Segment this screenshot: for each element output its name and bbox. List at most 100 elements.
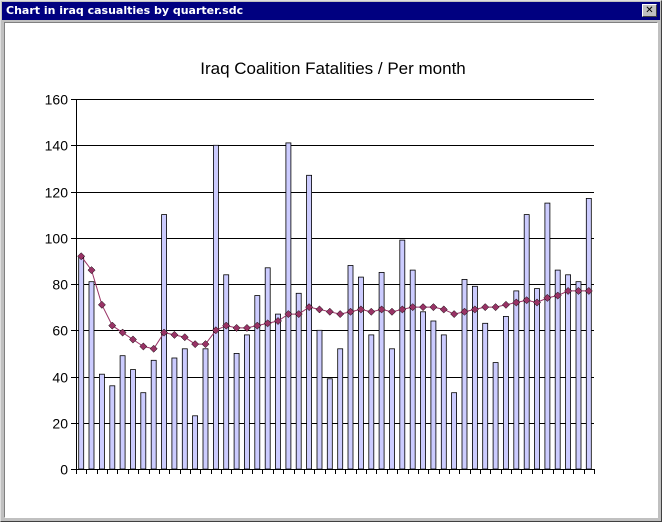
- average-point: [543, 293, 552, 302]
- bar: [119, 355, 126, 470]
- average-point: [398, 305, 407, 314]
- y-tick-label: 20: [52, 416, 68, 432]
- bar: [409, 269, 416, 470]
- y-tick-label: 80: [52, 277, 68, 293]
- average-point: [356, 305, 365, 314]
- bar: [306, 174, 313, 470]
- average-point: [408, 303, 417, 312]
- average-point: [139, 342, 148, 351]
- bar: [130, 369, 136, 470]
- bar: [275, 313, 281, 470]
- chart-svg: Iraq Coalition Fatalities / Per month 0 2…: [45, 59, 595, 478]
- bar: [585, 197, 592, 470]
- bar: [534, 288, 540, 470]
- bar: [399, 239, 406, 470]
- bar: [285, 142, 292, 470]
- average-point: [419, 303, 428, 312]
- average-point: [274, 317, 282, 325]
- bar: [243, 334, 250, 470]
- average-point: [97, 300, 106, 309]
- bar: [440, 334, 447, 470]
- chart-title: Iraq Coalition Fatalities / Per month: [200, 59, 466, 78]
- average-point: [305, 303, 314, 312]
- average-point: [294, 310, 303, 319]
- bar: [347, 265, 354, 470]
- bar: [99, 373, 105, 470]
- bar: [389, 348, 395, 470]
- average-point: [512, 298, 521, 307]
- y-tick-label: 120: [45, 185, 69, 201]
- y-tick-label: 0: [60, 462, 68, 478]
- y-tick-label: 100: [45, 231, 69, 247]
- bar: [316, 329, 323, 470]
- y-tick-label: 140: [45, 138, 69, 154]
- average-point: [336, 310, 345, 319]
- bar: [192, 415, 199, 470]
- average-point: [149, 344, 158, 353]
- average-point: [522, 296, 531, 305]
- bar: [430, 320, 437, 470]
- bar: [337, 348, 344, 470]
- y-tick-label: 60: [52, 323, 68, 339]
- window-title: Chart in iraq casualties by quarter.sdc: [6, 4, 244, 17]
- average-point: [211, 326, 220, 335]
- bar: [378, 271, 385, 470]
- bar: [420, 311, 427, 470]
- average-point: [491, 303, 500, 312]
- title-bar[interactable]: Chart in iraq casualties by quarter.sdc …: [2, 2, 660, 20]
- y-tick-label: 40: [52, 370, 68, 386]
- bar: [471, 285, 478, 470]
- average-point: [191, 340, 200, 349]
- average-point: [460, 307, 469, 316]
- average-point: [450, 310, 459, 319]
- bar: [223, 274, 230, 470]
- average-point: [108, 321, 117, 330]
- bar: [482, 322, 489, 470]
- bar: [368, 334, 375, 470]
- average-point: [501, 300, 510, 309]
- bar: [233, 352, 240, 470]
- bar: [202, 348, 209, 470]
- average-point: [439, 305, 448, 314]
- average-point: [481, 303, 490, 312]
- average-point: [180, 333, 189, 342]
- bar: [502, 315, 509, 470]
- average-point: [201, 340, 210, 349]
- bar: [492, 362, 499, 470]
- average-point: [346, 307, 355, 316]
- average-point: [574, 286, 583, 295]
- average-point: [325, 307, 334, 316]
- bar: [264, 267, 271, 470]
- close-button[interactable]: ✕: [642, 4, 657, 17]
- bar: [254, 295, 261, 470]
- average-point: [315, 305, 324, 314]
- average-point: [222, 321, 231, 330]
- bar: [88, 281, 95, 470]
- average-point: [388, 307, 396, 316]
- average-point: [584, 286, 593, 295]
- average-point: [564, 286, 573, 295]
- bar: [326, 378, 333, 470]
- bar: [171, 357, 178, 470]
- bar: [295, 292, 302, 470]
- average-point: [160, 328, 169, 337]
- bar: [212, 144, 219, 470]
- average-point: [118, 328, 127, 337]
- bar: [181, 348, 188, 470]
- average-point: [253, 321, 262, 330]
- chart-area: Iraq Coalition Fatalities / Per month 0 2…: [4, 22, 658, 518]
- bar: [161, 214, 168, 470]
- average-point: [263, 319, 272, 328]
- average-point: [470, 305, 479, 314]
- average-point: [553, 291, 562, 300]
- bar: [109, 385, 116, 470]
- y-tick-label: 160: [45, 92, 69, 108]
- bar: [565, 274, 571, 470]
- bar: [150, 359, 157, 470]
- average-point: [170, 330, 179, 339]
- average-point: [87, 266, 96, 275]
- average-point: [429, 303, 438, 312]
- bar: [575, 281, 582, 470]
- average-point: [284, 310, 293, 319]
